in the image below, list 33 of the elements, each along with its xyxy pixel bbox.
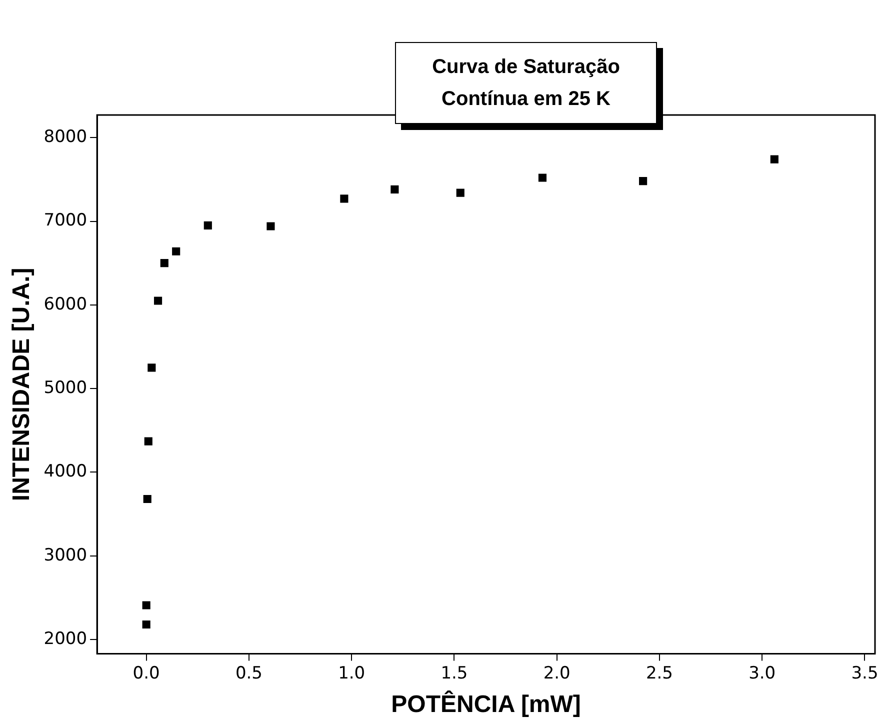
y-axis-title: INTENSIDADE [U.A.] — [8, 268, 36, 502]
y-tick-label: 2000 — [44, 629, 88, 649]
point — [456, 188, 464, 197]
x-axis-title: POTÊNCIA [mW] — [391, 690, 581, 718]
y-tick-label: 7000 — [44, 210, 88, 231]
y-tick-label: 6000 — [44, 294, 88, 314]
point — [538, 174, 547, 182]
point — [204, 221, 212, 230]
x-tick-label: 1.5 — [440, 663, 468, 684]
point — [266, 222, 275, 230]
point — [142, 620, 150, 629]
x-tick-label: 0.5 — [235, 663, 262, 684]
point — [148, 364, 156, 372]
point — [160, 259, 168, 268]
point — [639, 177, 648, 186]
x-tick-label: 0.0 — [132, 663, 160, 684]
point — [144, 437, 152, 446]
x-tick-label: 3.5 — [851, 663, 878, 684]
point — [142, 601, 150, 610]
point — [390, 185, 399, 194]
x-tick-label: 3.0 — [748, 663, 776, 684]
x-tick-label: 2.0 — [543, 663, 570, 684]
y-tick-label: 8000 — [44, 127, 88, 148]
point — [770, 155, 778, 164]
point — [143, 494, 152, 504]
x-tick-label: 2.5 — [646, 663, 673, 684]
point — [172, 247, 180, 256]
point — [154, 296, 162, 305]
y-tick-label: 5000 — [44, 378, 88, 398]
point — [340, 194, 348, 203]
y-tick-label: 4000 — [44, 462, 88, 482]
y-tick-label: 3000 — [44, 545, 88, 566]
x-tick-label: 1.0 — [338, 663, 366, 684]
